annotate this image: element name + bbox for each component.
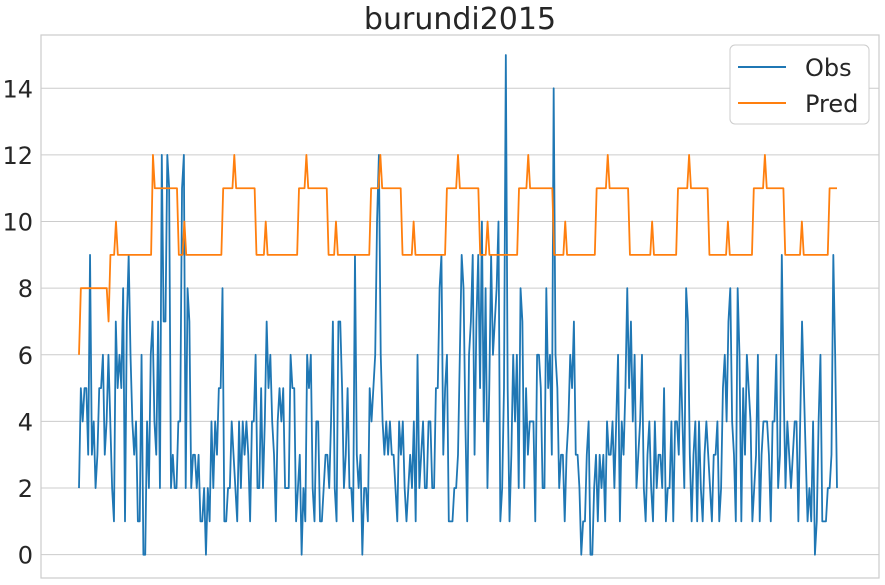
series-line-pred (78, 154, 837, 355)
legend: Obs Pred (729, 44, 870, 125)
y-tick-label: 4 (18, 408, 33, 436)
y-tick-label: 14 (2, 75, 33, 103)
legend-box (729, 44, 870, 125)
legend-label-obs: Obs (805, 54, 852, 82)
y-tick-label: 2 (18, 475, 33, 503)
plot-frame (40, 34, 880, 579)
y-tick-label: 10 (2, 209, 33, 237)
y-tick-label: 6 (18, 342, 33, 370)
y-tick-label: 12 (2, 142, 33, 170)
y-tick-labels: 0 2 4 6 8 10 12 14 (2, 75, 33, 569)
y-tick-label: 0 (18, 542, 33, 570)
series-line-obs (78, 54, 838, 556)
series-lines (78, 54, 838, 556)
chart-title: burundi2015 (364, 2, 556, 37)
y-tick-label: 8 (18, 275, 33, 303)
legend-label-pred: Pred (805, 90, 858, 118)
